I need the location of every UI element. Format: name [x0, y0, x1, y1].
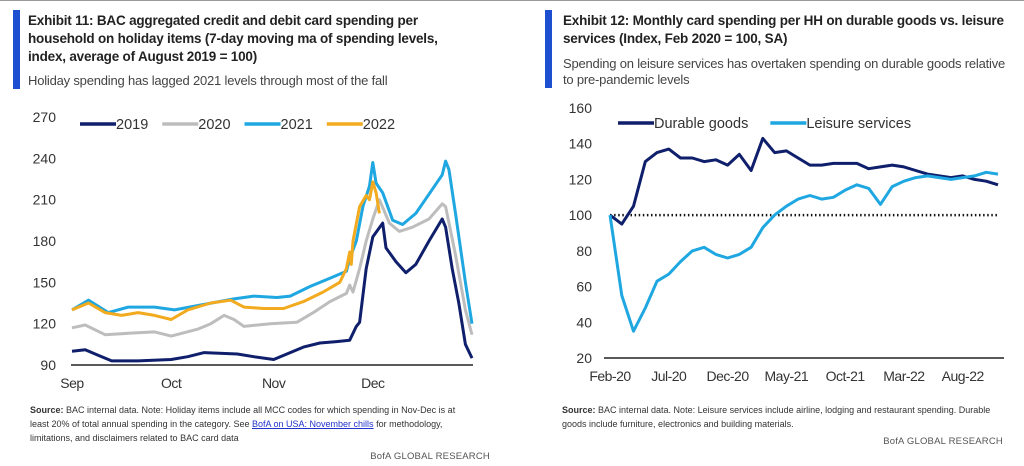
top-border: [0, 0, 1024, 1]
source-text: BAC internal data. Note: Holiday items i…: [30, 405, 456, 429]
y-tick-label: 210: [33, 192, 57, 208]
series-line-durable-goods: [609, 136, 999, 226]
y-tick-label: 240: [33, 150, 57, 166]
left-chart-subtitle: Holiday spending has lagged 2021 levels …: [28, 73, 388, 88]
exhibit-accent-bar: [545, 10, 552, 88]
x-tick-label: Sep: [60, 375, 84, 391]
source-text-2: for methodology, limitations, and discla…: [30, 419, 443, 443]
x-tick-label: Oct: [161, 375, 182, 391]
x-tick-label: Mar-22: [883, 368, 925, 384]
series-line-2020: [71, 198, 474, 338]
y-tick-label: 120: [33, 316, 57, 332]
y-tick-label: 180: [33, 233, 57, 249]
x-tick-label: Feb-20: [589, 368, 631, 384]
source-label: Source:: [30, 405, 64, 415]
y-tick-label: 60: [576, 279, 592, 295]
x-tick-label: Nov: [262, 375, 286, 391]
x-tick-label: May-21: [765, 368, 809, 384]
y-tick-label: 90: [40, 357, 56, 373]
legend-label: Durable goods: [654, 116, 748, 132]
x-tick-label: Dec-20: [707, 368, 750, 384]
y-tick-label: 150: [33, 274, 57, 290]
series-line-2019: [71, 217, 474, 363]
legend-label: 2021: [281, 117, 313, 133]
report-link[interactable]: BofA on USA: November chills: [252, 419, 374, 429]
right-brand: BofA GLOBAL RESEARCH: [883, 436, 1003, 447]
y-tick-label: 40: [576, 314, 592, 330]
legend-label: Leisure services: [806, 116, 911, 132]
right-chart-title: Exhibit 12: Monthly card spending per HH…: [563, 13, 1004, 46]
series-line-2021: [71, 159, 474, 324]
legend-label: 2019: [116, 117, 148, 133]
right-source-note: Source: BAC internal data. Note: Leisure…: [562, 403, 1012, 431]
right-chart-subtitle: Spending on leisure services has overtak…: [563, 56, 1006, 87]
y-tick-label: 140: [569, 136, 593, 152]
y-tick-label: 80: [576, 243, 592, 259]
left-source-note: Source: BAC internal data. Note: Holiday…: [30, 403, 470, 445]
x-tick-label: Dec: [361, 375, 385, 391]
source-label: Source:: [562, 405, 596, 415]
source-text: BAC internal data. Note: Leisure service…: [562, 405, 991, 429]
y-tick-label: 20: [576, 350, 592, 366]
legend-label: 2022: [363, 117, 395, 133]
left-brand: BofA GLOBAL RESEARCH: [370, 451, 490, 462]
exhibit-accent-bar: [13, 10, 20, 89]
y-tick-label: 100: [569, 207, 593, 223]
left-chart-title: Exhibit 11: BAC aggregated credit and de…: [28, 13, 438, 64]
x-tick-label: Oct-21: [826, 368, 866, 384]
y-tick-label: 270: [33, 109, 57, 125]
y-tick-label: 120: [569, 171, 593, 187]
y-tick-label: 160: [569, 100, 593, 116]
series-line-2022: [71, 180, 381, 321]
legend-label: 2020: [198, 117, 230, 133]
x-tick-label: Aug-22: [942, 368, 985, 384]
x-tick-label: Jul-20: [651, 368, 687, 384]
series-line-leisure-services: [608, 170, 999, 333]
